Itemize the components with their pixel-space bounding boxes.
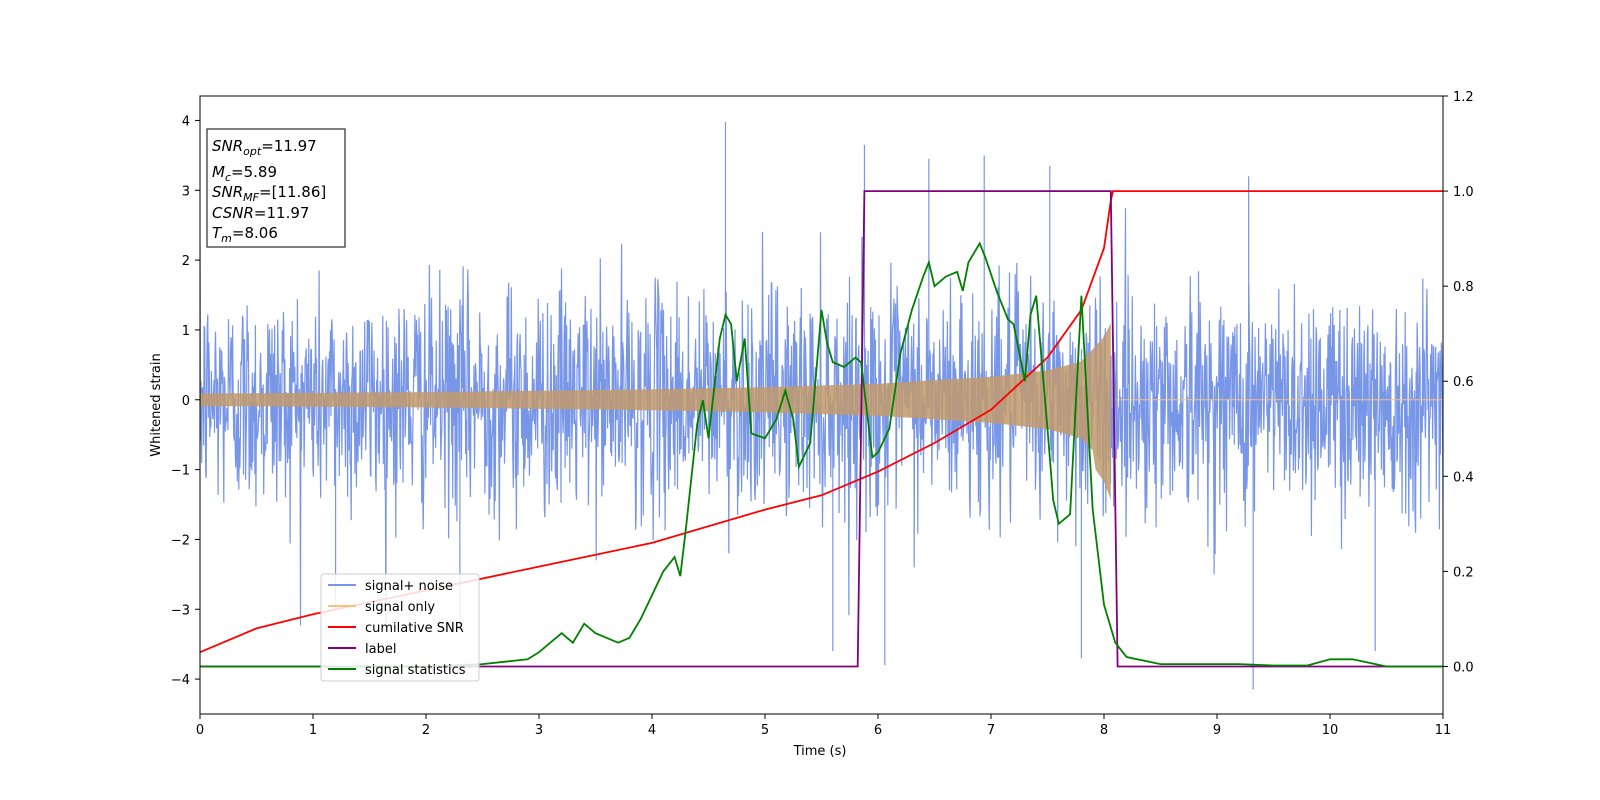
legend-label-cumulative-snr: cumilative SNR bbox=[365, 621, 464, 636]
legend-label-signal-noise: signal+ noise bbox=[365, 579, 453, 594]
x-axis: 0 1 2 3 4 5 6 7 8 9 10 11 bbox=[196, 714, 1451, 738]
y-right-tick-label: 1.2 bbox=[1453, 90, 1474, 105]
x-axis-label: Time (s) bbox=[793, 744, 847, 759]
y-axis-left: 4 3 2 1 0 −1 −2 −3 −4 bbox=[171, 114, 200, 688]
mc-sub: c bbox=[225, 171, 231, 184]
y-right-tick-label: 0.2 bbox=[1453, 565, 1474, 580]
legend: signal+ noise signal only cumilative SNR… bbox=[320, 573, 480, 682]
x-tick-label: 7 bbox=[987, 723, 995, 738]
y-tick-label: −1 bbox=[171, 464, 190, 479]
y-right-tick-label: 0.8 bbox=[1453, 280, 1474, 295]
x-tick-label: 8 bbox=[1100, 723, 1108, 738]
csnr-value: =11.97 bbox=[254, 204, 310, 222]
label-series bbox=[200, 190, 1443, 668]
mc-text: Mc=5.89 bbox=[212, 163, 277, 184]
axes-frame bbox=[199, 95, 1444, 715]
y-axis-label: Whitened strain bbox=[149, 353, 164, 456]
y-tick-label: 2 bbox=[182, 254, 190, 269]
signal-only-series bbox=[200, 322, 1111, 500]
x-tick-label: 4 bbox=[648, 723, 656, 738]
x-tick-label: 5 bbox=[761, 723, 769, 738]
x-tick-label: 2 bbox=[422, 723, 430, 738]
x-tick-label: 3 bbox=[535, 723, 543, 738]
info-box-frame bbox=[206, 128, 346, 248]
snr-opt-main: SNR bbox=[212, 137, 243, 155]
signal-statistics-series bbox=[200, 241, 1443, 668]
y-tick-label: 4 bbox=[182, 114, 190, 129]
tm-main: T bbox=[212, 224, 223, 242]
snr-mf-value: =[11.86] bbox=[259, 183, 326, 201]
signal-noise-series bbox=[200, 208, 1443, 631]
x-tick-label: 10 bbox=[1322, 723, 1339, 738]
csnr-text: CSNR=11.97 bbox=[212, 204, 309, 222]
mc-main: M bbox=[212, 163, 225, 181]
info-box: SNRopt=11.97 Mc=5.89 SNRMF=[11.86] CSNR=… bbox=[206, 128, 346, 248]
y-tick-label: −4 bbox=[171, 673, 190, 688]
y-tick-label: 3 bbox=[182, 184, 190, 199]
tm-text: Tm=8.06 bbox=[212, 224, 278, 245]
y-tick-label: −3 bbox=[171, 603, 190, 618]
y-right-tick-label: 1.0 bbox=[1453, 185, 1474, 200]
snr-mf-main: SNR bbox=[212, 183, 243, 201]
mc-value: =5.89 bbox=[231, 163, 277, 181]
y-axis-right: 1.2 1.0 0.8 0.6 0.4 0.2 0.0 bbox=[1443, 90, 1474, 675]
plot-area bbox=[200, 121, 1443, 690]
tm-value: =8.06 bbox=[232, 224, 278, 242]
x-tick-label: 9 bbox=[1213, 723, 1221, 738]
legend-label-signal-statistics: signal statistics bbox=[365, 663, 466, 678]
snr-opt-sub: opt bbox=[243, 145, 262, 158]
x-tick-label: 6 bbox=[874, 723, 882, 738]
y-right-tick-label: 0.6 bbox=[1453, 375, 1474, 390]
legend-label-label: label bbox=[365, 642, 396, 657]
x-tick-label: 0 bbox=[196, 723, 204, 738]
tm-sub: m bbox=[221, 232, 232, 245]
y-right-tick-label: 0.4 bbox=[1453, 470, 1474, 485]
legend-frame bbox=[320, 573, 480, 682]
legend-label-signal-only: signal only bbox=[365, 600, 435, 615]
csnr-main: CSNR bbox=[212, 204, 254, 222]
y-tick-label: 0 bbox=[182, 394, 190, 409]
y-tick-label: −2 bbox=[171, 533, 190, 548]
snr-mf-sub: MF bbox=[243, 191, 259, 204]
snr-opt-text: SNRopt=11.97 bbox=[212, 137, 317, 158]
x-tick-label: 11 bbox=[1435, 723, 1452, 738]
snr-opt-value: =11.97 bbox=[261, 137, 317, 155]
y-tick-label: 1 bbox=[182, 324, 190, 339]
snr-mf-text: SNRMF=[11.86] bbox=[212, 183, 326, 204]
x-tick-label: 1 bbox=[309, 723, 317, 738]
y-right-tick-label: 0.0 bbox=[1453, 660, 1474, 675]
